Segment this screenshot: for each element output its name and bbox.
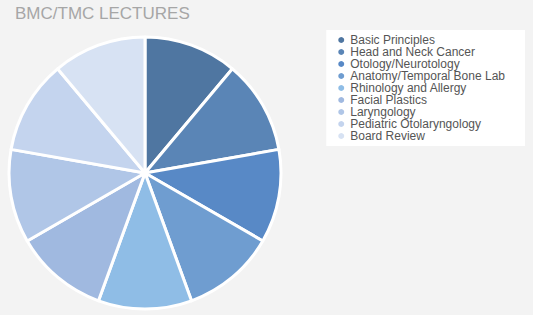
- svg-text:Otology/Neurotology: Otology/Neurotology: [350, 57, 460, 71]
- svg-text:Basic Principles: Basic Principles: [350, 33, 435, 47]
- svg-text:Head and Neck Cancer: Head and Neck Cancer: [350, 45, 475, 59]
- svg-text:Anatomy/Temporal Bone Lab: Anatomy/Temporal Bone Lab: [350, 69, 505, 83]
- svg-text:Facial Plastics: Facial Plastics: [350, 93, 427, 107]
- svg-text:BMC/TMC LECTURES: BMC/TMC LECTURES: [15, 4, 190, 23]
- svg-text:Board Review: Board Review: [350, 129, 425, 143]
- svg-text:Pediatric Otolaryngology: Pediatric Otolaryngology: [350, 117, 481, 131]
- svg-text:Rhinology and Allergy: Rhinology and Allergy: [350, 81, 467, 95]
- svg-text:Laryngology: Laryngology: [350, 105, 416, 119]
